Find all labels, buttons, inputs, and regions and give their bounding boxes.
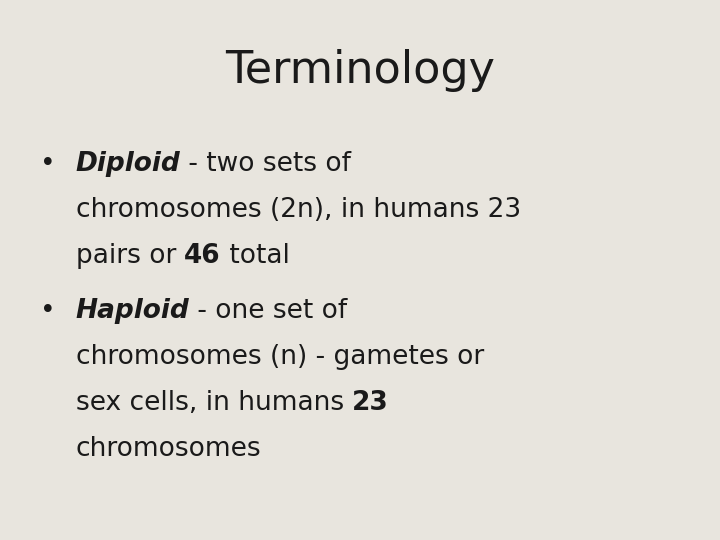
Text: sex cells, in humans: sex cells, in humans <box>76 390 352 416</box>
Text: •: • <box>40 298 55 324</box>
Text: 23: 23 <box>352 390 389 416</box>
Text: pairs or: pairs or <box>76 243 184 269</box>
Text: - one set of: - one set of <box>189 298 348 324</box>
Text: 46: 46 <box>184 243 221 269</box>
Text: Haploid: Haploid <box>76 298 189 324</box>
Text: Terminology: Terminology <box>225 49 495 92</box>
Text: chromosomes (n) - gametes or: chromosomes (n) - gametes or <box>76 344 484 370</box>
Text: •: • <box>40 151 55 177</box>
Text: - two sets of: - two sets of <box>180 151 351 177</box>
Text: Diploid: Diploid <box>76 151 180 177</box>
Text: total: total <box>221 243 290 269</box>
Text: chromosomes: chromosomes <box>76 436 261 462</box>
Text: chromosomes (2n), in humans 23: chromosomes (2n), in humans 23 <box>76 197 521 223</box>
